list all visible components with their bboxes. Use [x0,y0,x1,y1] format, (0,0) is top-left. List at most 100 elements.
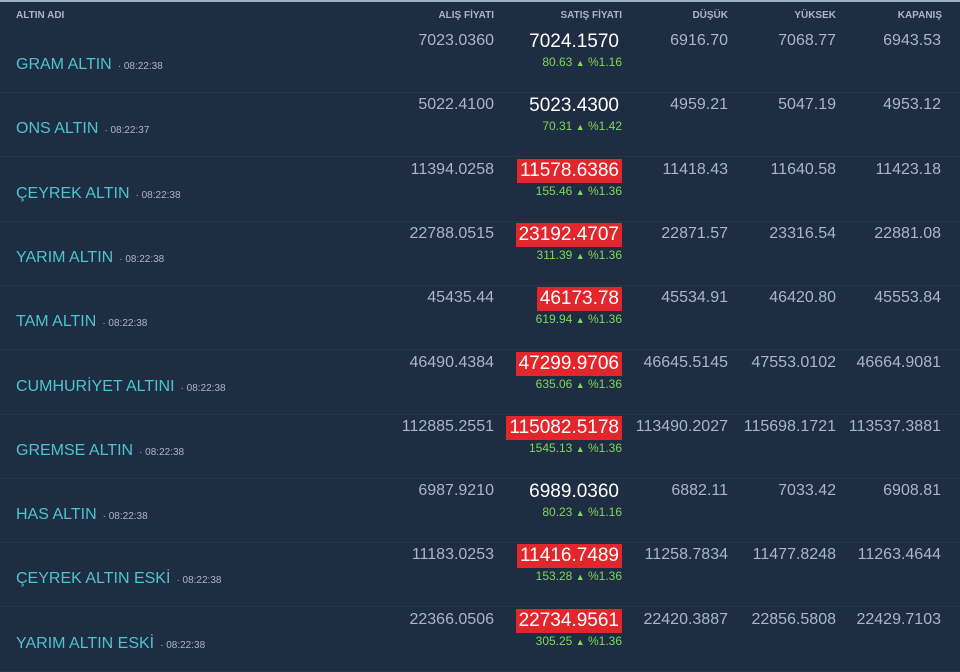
low-price: 11418.43 [662,160,728,178]
header-close[interactable]: KAPANIŞ [897,10,942,21]
buy-price: 5022.4100 [418,96,494,114]
table-row[interactable]: GREMSE ALTIN · 08:22:38 112885.2551 11508… [0,414,960,479]
close-price: 6943.53 [883,32,941,49]
arrow-up-icon: ▲ [575,443,585,454]
update-time: · 08:22:38 [135,189,181,201]
time-value: 08:22:38 [108,511,148,523]
gold-name[interactable]: ÇEYREK ALTIN ESKİ · 08:22:38 [16,570,221,588]
table-row[interactable]: GRAM ALTIN · 08:22:38 7023.0360 7024.1570… [0,28,960,93]
high-price: 23316.54 [769,224,836,242]
change: 635.06 ▲ %1.36 [536,377,622,391]
change: 1545.13 ▲ %1.36 [529,441,622,455]
change: 80.23 ▲ %1.16 [542,505,622,519]
close-price: 11263.4644 [857,546,941,564]
gold-name[interactable]: GRAM ALTIN · 08:22:38 [16,56,163,74]
buy-price: 112885.2551 [401,417,494,435]
gold-name[interactable]: YARIM ALTIN · 08:22:38 [16,249,164,267]
arrow-up-icon: ▲ [575,122,585,133]
gold-name[interactable]: CUMHURİYET ALTINI · 08:22:38 [16,378,226,396]
table-row[interactable]: ONS ALTIN · 08:22:37 5022.4100 5023.4300 … [0,92,960,158]
update-time: · 08:22:38 [102,511,148,523]
buy-price: 45435.44 [427,289,494,307]
update-time: · 08:22:38 [119,253,165,265]
gold-name-label: YARIM ALTIN ESKİ [16,634,155,652]
gold-name[interactable]: HAS ALTIN · 08:22:38 [16,506,148,524]
table-row[interactable]: ÇEYREK ALTIN · 08:22:38 11394.0258 11578.… [0,157,960,222]
gold-name[interactable]: TAM ALTIN · 08:22:38 [16,313,147,331]
change: 311.39 ▲ %1.36 [537,248,622,262]
gold-name[interactable]: YARIM ALTIN ESKİ · 08:22:38 [16,635,205,653]
time-value: 08:22:37 [110,125,150,137]
table-row[interactable]: HAS ALTIN · 08:22:38 6987.9210 6989.0360 … [0,478,960,544]
low-price: 45534.91 [661,289,728,307]
high-price: 11640.58 [770,160,836,178]
change-value: 155.46 [535,183,573,198]
change-percent: %1.36 [587,312,622,327]
gold-name[interactable]: ONS ALTIN · 08:22:37 [16,120,149,138]
high-price: 7033.42 [778,482,836,500]
time-value: 08:22:38 [145,446,185,458]
time-value: 08:22:38 [186,382,226,394]
change-percent: %1.42 [587,119,622,134]
update-time: · 08:22:37 [104,125,150,137]
update-time: · 08:22:38 [160,639,206,651]
close-price: 113537.3881 [848,417,941,435]
close-price: 45553.84 [874,289,941,307]
buy-price: 6987.9210 [418,482,494,500]
change-percent: %1.36 [587,183,622,198]
table-row[interactable]: CUMHURİYET ALTINI · 08:22:38 46490.4384 4… [0,350,960,415]
gold-name-label: HAS ALTIN [16,506,97,524]
change: 619.94 ▲ %1.36 [536,312,622,326]
buy-price: 46490.4384 [409,353,494,371]
gold-name-label: ÇEYREK ALTIN [16,184,130,202]
close-price: 6908.81 [883,482,941,500]
change-percent: %1.36 [587,376,622,391]
low-price: 22420.3887 [643,610,728,628]
buy-price: 22788.0515 [409,224,494,242]
gold-name[interactable]: ÇEYREK ALTIN · 08:22:38 [16,185,181,203]
table-row[interactable]: YARIM ALTIN ESKİ · 08:22:38 22366.0506 22… [0,607,960,672]
low-price: 46645.5145 [643,353,728,371]
table-row[interactable]: ÇEYREK ALTIN ESKİ · 08:22:38 11183.0253 1… [0,542,960,608]
table-row[interactable]: YARIM ALTIN · 08:22:38 22788.0515 23192.4… [0,221,960,286]
sell-price: 5023.4300 [529,95,619,117]
low-price: 113490.2027 [635,417,728,435]
change-value: 70.31 [542,119,573,134]
time-value: 08:22:38 [123,61,163,72]
sell-price: 23192.4707 [515,222,622,247]
gold-name-label: GREMSE ALTIN [16,441,134,459]
change-value: 311.39 [536,247,573,262]
gold-name-label: GRAM ALTIN [16,56,112,73]
high-price: 22856.5808 [751,610,836,628]
header-high[interactable]: YÜKSEK [794,10,836,21]
buy-price: 11394.0258 [410,160,494,178]
arrow-up-icon: ▲ [575,572,585,583]
high-price: 115698.1721 [743,417,836,435]
change-percent: %1.36 [587,247,622,262]
high-price: 46420.80 [769,289,836,307]
change-value: 305.25 [535,633,573,648]
time-value: 08:22:38 [108,318,148,330]
gold-name-label: YARIM ALTIN [16,248,114,266]
high-price: 11477.8248 [752,546,836,564]
change-percent: %1.36 [587,440,622,455]
update-time: · 08:22:38 [102,318,148,330]
header-sell[interactable]: SATIŞ FİYATI [560,10,623,21]
sell-price: 46173.78 [536,287,622,312]
header-buy[interactable]: ALIŞ FİYATI [438,10,494,21]
gold-name[interactable]: GREMSE ALTIN · 08:22:38 [16,442,184,460]
header-name[interactable]: ALTIN ADI [16,10,65,21]
sell-price: 115082.5178 [506,415,622,440]
header-low[interactable]: DÜŞÜK [692,10,728,21]
gold-name-label: CUMHURİYET ALTINI [16,377,175,395]
arrow-up-icon: ▲ [575,379,585,390]
arrow-up-icon: ▲ [575,636,585,647]
low-price: 6916.70 [670,32,728,49]
table-row[interactable]: TAM ALTIN · 08:22:38 45435.44 46173.78 61… [0,285,960,351]
close-price: 11423.18 [875,160,941,178]
arrow-up-icon: ▲ [575,508,585,519]
gold-name-label: ÇEYREK ALTIN ESKİ [16,570,171,588]
change: 153.28 ▲ %1.36 [536,569,622,583]
change-percent: %1.36 [587,569,622,584]
sell-price: 22734.9561 [515,608,622,633]
